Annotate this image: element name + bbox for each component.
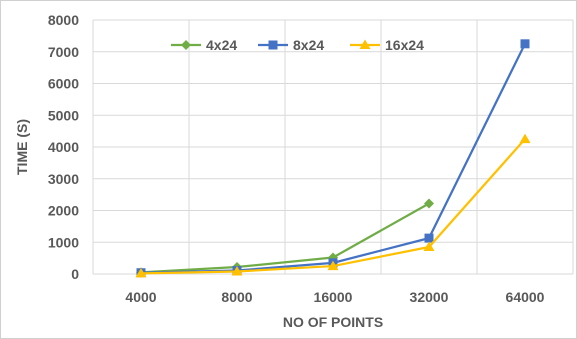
y-tick-label: 7000 [48,44,79,60]
x-axis-title: NO OF POINTS [283,314,383,330]
y-tick-label: 8000 [48,12,79,28]
legend: 4x24 8x24 16x24 [171,37,424,53]
series-line-4x24 [140,202,430,274]
y-tick-label: 5000 [48,107,79,123]
data-point-16x24 [519,133,531,144]
legend-label-8x24: 8x24 [293,37,324,53]
legend-label-16x24: 16x24 [385,37,424,53]
x-tick-label: 64000 [506,289,545,305]
x-tick-label: 32000 [410,289,449,305]
data-point-8x24 [424,233,434,243]
x-tick-label: 4000 [125,289,156,305]
data-point-4x24 [424,198,434,209]
x-axis-ticks: 4000 8000 16000 32000 64000 [125,289,544,305]
legend-marker-4x24 [181,40,191,50]
legend-marker-16x24 [359,39,371,49]
x-tick-label: 16000 [314,289,353,305]
data-point-16x24 [423,241,435,252]
data-point-16x24 [231,265,243,276]
y-tick-label: 2000 [48,203,79,219]
y-tick-label: 4000 [48,139,79,155]
y-tick-label: 0 [71,266,79,282]
legend-label-4x24: 4x24 [206,37,237,53]
y-tick-label: 6000 [48,76,79,92]
x-tick-label: 8000 [221,289,252,305]
legend-marker-8x24 [268,40,278,50]
series-line-8x24 [140,43,527,274]
series-group [135,39,531,278]
y-tick-label: 1000 [48,234,79,250]
data-point-8x24 [520,39,530,49]
data-point-16x24 [135,267,147,278]
y-axis-title: TIME (S) [14,119,30,175]
y-tick-label: 3000 [48,171,79,187]
gridlines [92,19,574,275]
data-point-16x24 [327,260,339,271]
y-axis-ticks: 0 1000 2000 3000 4000 5000 6000 7000 8000 [48,12,79,282]
